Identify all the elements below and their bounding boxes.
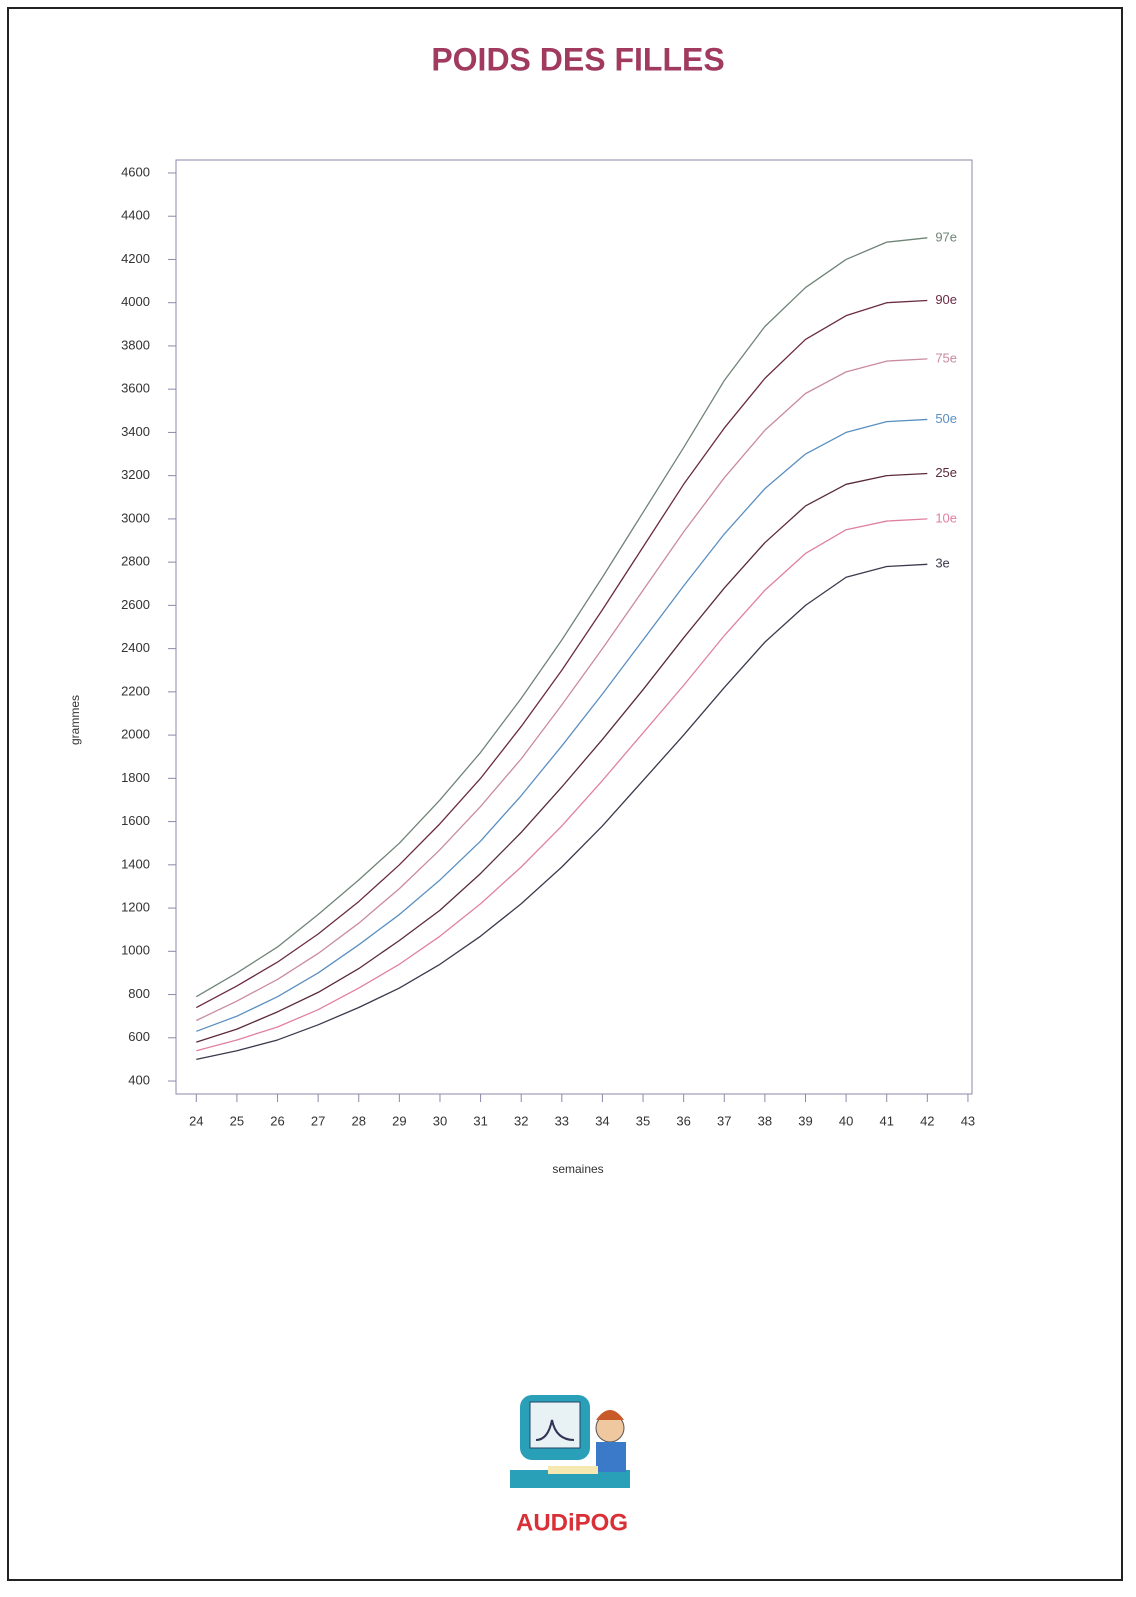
y-tick-label: 1000	[121, 943, 150, 958]
series-line	[196, 418, 928, 1032]
series-label: 75e	[935, 350, 957, 365]
logo-text: AUDiPOG	[516, 1509, 628, 1536]
x-tick-label: 27	[311, 1113, 325, 1128]
y-tick-label: 800	[128, 986, 150, 1001]
x-tick-label: 43	[961, 1113, 975, 1128]
page-border	[7, 7, 1123, 1581]
x-tick-label: 33	[555, 1113, 569, 1128]
y-tick-label: 1200	[121, 900, 150, 915]
x-tick-label: 29	[392, 1113, 406, 1128]
series-label: 90e	[935, 292, 957, 307]
y-tick-label: 4400	[121, 208, 150, 223]
x-tick-label: 25	[230, 1113, 244, 1128]
series-label: 50e	[935, 411, 957, 426]
series-label: 97e	[935, 229, 957, 244]
y-tick-label: 3600	[121, 381, 150, 396]
x-tick-label: 38	[758, 1113, 772, 1128]
y-tick-label: 3000	[121, 510, 150, 525]
series-line	[196, 518, 928, 1052]
x-tick-label: 32	[514, 1113, 528, 1128]
y-tick-label: 2600	[121, 597, 150, 612]
series-line	[196, 299, 928, 1009]
x-tick-label: 28	[352, 1113, 366, 1128]
x-axis-label: semaines	[552, 1162, 603, 1176]
y-tick-label: 1800	[121, 770, 150, 785]
chart-title: POIDS DES FILLES	[431, 41, 724, 77]
y-tick-label: 3400	[121, 424, 150, 439]
y-tick-label: 4600	[121, 164, 150, 179]
x-tick-label: 39	[798, 1113, 812, 1128]
series-line	[196, 358, 928, 1022]
x-tick-label: 36	[676, 1113, 690, 1128]
series-label: 25e	[935, 465, 957, 480]
series-line	[196, 472, 928, 1043]
plot-frame	[175, 159, 973, 1095]
y-tick-label: 2000	[121, 727, 150, 742]
x-tick-label: 24	[189, 1113, 203, 1128]
x-tick-label: 30	[433, 1113, 447, 1128]
series-label: 10e	[935, 510, 957, 525]
x-tick-label: 42	[920, 1113, 934, 1128]
series-line	[195, 237, 928, 998]
logo	[510, 1395, 630, 1488]
y-tick-label: 3200	[121, 467, 150, 482]
x-tick-label: 34	[595, 1113, 609, 1128]
x-tick-label: 41	[879, 1113, 893, 1128]
x-tick-label: 40	[839, 1113, 853, 1128]
y-tick-label: 2800	[121, 554, 150, 569]
x-tick-label: 35	[636, 1113, 650, 1128]
y-tick-label: 2200	[121, 683, 150, 698]
y-axis-label: grammes	[68, 695, 82, 745]
y-tick-label: 400	[128, 1072, 150, 1087]
y-tick-label: 1600	[121, 813, 150, 828]
series-line	[196, 563, 928, 1061]
y-tick-label: 4200	[121, 251, 150, 266]
y-tick-label: 3800	[121, 337, 150, 352]
y-tick-label: 1400	[121, 856, 150, 871]
y-tick-label: 2400	[121, 640, 150, 655]
series-label: 3e	[935, 556, 949, 571]
x-tick-label: 31	[473, 1113, 487, 1128]
y-tick-label: 4000	[121, 294, 150, 309]
x-tick-label: 37	[717, 1113, 731, 1128]
y-tick-label: 600	[128, 1029, 150, 1044]
x-tick-label: 26	[270, 1113, 284, 1128]
